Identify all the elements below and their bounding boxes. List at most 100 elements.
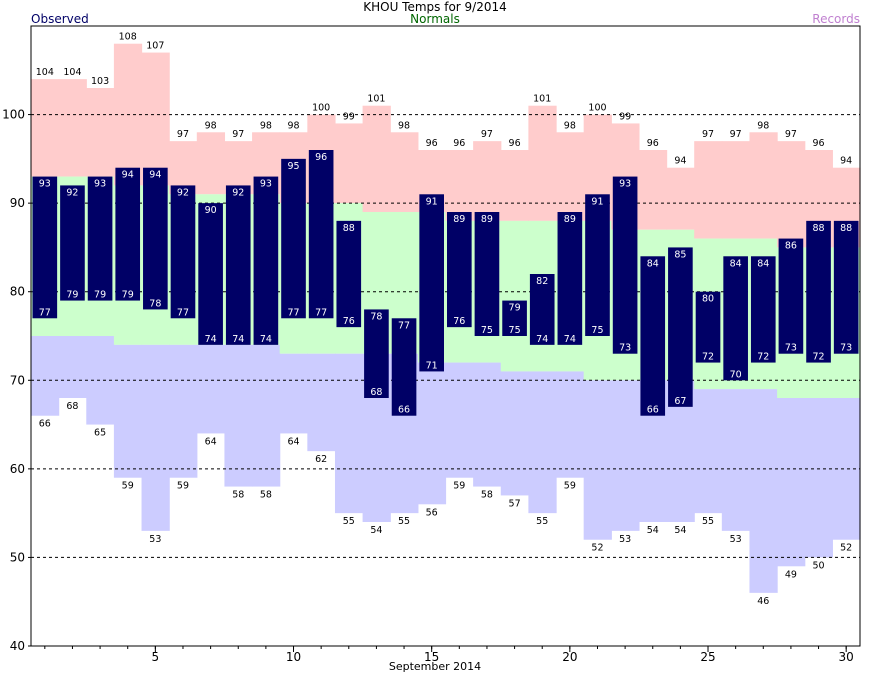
observed-bar (170, 185, 196, 319)
observed-low-label: 75 (591, 325, 603, 336)
record-high-label: 98 (564, 120, 576, 131)
observed-bar (336, 220, 362, 328)
record-low-band (224, 344, 253, 487)
record-high-band (334, 123, 364, 204)
record-high-label: 96 (647, 138, 659, 149)
record-low-label: 68 (66, 401, 78, 412)
observed-high-label: 84 (730, 258, 742, 269)
observed-low-label: 72 (813, 352, 825, 363)
y-tick-label: 60 (10, 462, 25, 476)
record-low-label: 59 (122, 481, 134, 492)
record-low-label: 58 (481, 490, 493, 501)
observed-low-label: 68 (370, 387, 382, 398)
observed-high-label: 92 (232, 187, 244, 198)
observed-high-label: 78 (370, 311, 382, 322)
record-high-label: 97 (481, 129, 493, 140)
record-low-label: 66 (39, 419, 51, 430)
observed-low-label: 74 (232, 334, 244, 345)
record-high-label: 104 (63, 67, 81, 78)
x-tick-label: 15 (424, 650, 439, 664)
observed-bar (281, 158, 306, 319)
record-high-band (473, 141, 502, 221)
observed-high-label: 88 (813, 223, 825, 234)
observed-high-label: 84 (757, 258, 769, 269)
record-low-label: 52 (591, 543, 603, 554)
record-high-band (777, 141, 806, 248)
record-low-label: 54 (647, 525, 659, 536)
observed-low-label: 66 (398, 405, 410, 416)
record-low-label: 64 (287, 436, 299, 447)
record-high-label: 96 (509, 138, 521, 149)
record-high-label: 97 (785, 129, 797, 140)
observed-high-label: 95 (287, 161, 299, 172)
observed-bar (585, 194, 610, 336)
record-high-label: 98 (205, 120, 217, 131)
record-high-band (721, 141, 751, 239)
observed-low-label: 78 (149, 298, 161, 309)
observed-low-label: 77 (315, 307, 327, 318)
record-low-label: 58 (232, 490, 244, 501)
observed-low-label: 79 (94, 290, 106, 301)
record-low-label: 52 (840, 543, 852, 554)
record-low-band (279, 353, 308, 434)
record-high-band (666, 167, 695, 230)
record-low-band (141, 344, 170, 531)
observed-low-label: 70 (730, 369, 742, 380)
observed-high-label: 96 (315, 152, 327, 163)
record-high-label: 98 (260, 120, 272, 131)
observed-high-label: 94 (149, 170, 161, 181)
observed-bar (529, 274, 555, 345)
observed-low-label: 79 (122, 290, 134, 301)
observed-low-label: 76 (343, 316, 355, 327)
x-axis-label: September 2014 (388, 660, 482, 673)
record-high-band (445, 150, 474, 221)
observed-bar (502, 300, 527, 336)
record-high-band (224, 141, 253, 195)
observed-bar (668, 247, 693, 407)
record-high-band (390, 132, 419, 212)
observed-bar (833, 220, 859, 354)
observed-high-label: 84 (647, 258, 659, 269)
observed-bar (115, 167, 141, 301)
observed-high-label: 93 (94, 179, 106, 190)
record-low-band (749, 389, 778, 593)
observed-bar (750, 256, 776, 363)
record-high-label: 104 (36, 67, 54, 78)
normals-legend-label: Normals (410, 12, 460, 26)
record-high-label: 103 (91, 76, 109, 87)
observed-low-label: 71 (426, 360, 438, 371)
observed-low-label: 72 (702, 352, 714, 363)
record-low-band (500, 371, 529, 496)
record-high-label: 99 (619, 111, 631, 122)
record-high-label: 96 (813, 138, 825, 149)
observed-bar (253, 176, 279, 345)
observed-low-label: 75 (509, 325, 521, 336)
record-low-band (31, 336, 60, 416)
observed-high-label: 92 (177, 187, 189, 198)
record-high-band (169, 141, 198, 195)
observed-high-label: 93 (619, 179, 631, 190)
record-high-label: 94 (674, 156, 686, 167)
record-low-label: 65 (94, 428, 106, 439)
observed-bar (723, 256, 748, 381)
record-low-label: 58 (260, 490, 272, 501)
record-low-band (445, 362, 474, 478)
y-tick-label: 100 (2, 108, 25, 122)
record-low-label: 59 (177, 481, 189, 492)
observed-bar (143, 167, 168, 310)
record-high-label: 107 (146, 41, 164, 52)
record-low-label: 57 (509, 498, 521, 509)
observed-high-label: 80 (702, 294, 714, 305)
record-low-band (473, 362, 502, 487)
x-tick-label: 5 (152, 650, 160, 664)
observed-bar (419, 194, 444, 372)
record-low-band (804, 398, 833, 558)
observed-low-label: 72 (757, 352, 769, 363)
observed-high-label: 92 (66, 187, 78, 198)
y-tick-label: 40 (10, 639, 25, 653)
observed-bar (612, 176, 638, 354)
record-low-band (169, 344, 198, 478)
observed-bar (640, 256, 666, 416)
record-low-label: 62 (315, 454, 327, 465)
observed-legend-label: Observed (31, 12, 89, 26)
